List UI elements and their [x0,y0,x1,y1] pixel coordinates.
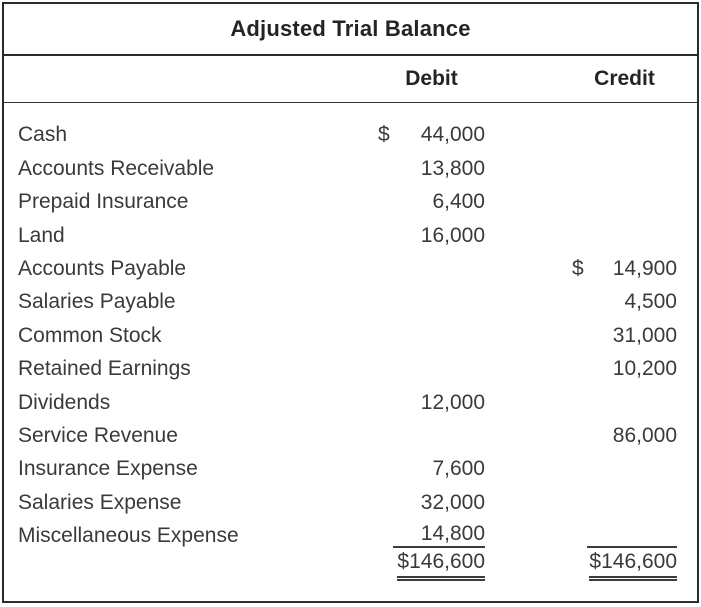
debit-amount: 32,000 [420,490,485,514]
credit-cell [572,519,677,552]
debit-cell [378,419,485,452]
credit-cell [572,485,677,518]
debit-cell [378,318,485,351]
credit-cell: 10,200 [572,352,677,385]
credit-amount: 31,000 [612,323,677,347]
debit-column-header: Debit [405,67,458,90]
table-row: Common Stock 31,000 [4,318,697,351]
debit-cell: 16,000 [378,218,485,251]
account-name: Common Stock [18,323,162,347]
table-row: Accounts Payable $14,900 [4,252,697,285]
debit-amount: 16,000 [420,223,485,247]
table-row: Dividends 12,000 [4,385,697,418]
account-name: Miscellaneous Expense [18,524,239,548]
table-body: Cash $44,000 Accounts Receivable 13,800 … [4,103,697,601]
credit-amount: 4,500 [624,290,677,314]
credit-cell [572,218,677,251]
credit-total-cell: $146,600 [572,550,677,585]
table-row-last-expense: Miscellaneous Expense 14,800 [4,519,697,552]
credit-cell: 86,000 [572,419,677,452]
debit-cell [378,252,485,285]
account-name: Accounts Receivable [18,156,215,180]
debit-cell [378,285,485,318]
credit-cell [572,151,677,184]
table-row: Prepaid Insurance 6,400 [4,185,697,218]
page-title: Adjusted Trial Balance [230,16,471,41]
credit-cell [572,452,677,485]
debit-cell: 13,800 [378,151,485,184]
dollar-sign: $ [378,123,390,147]
debit-cell: $44,000 [378,118,485,151]
account-name: Land [18,223,65,247]
account-name: Dividends [18,390,111,414]
debit-cell: 12,000 [378,385,485,418]
debit-amount: 44,000 [420,123,485,147]
account-name: Accounts Payable [18,256,187,280]
account-name: Prepaid Insurance [18,190,189,214]
credit-total-top-rule [587,522,677,549]
table-row: Cash $44,000 [4,118,697,151]
debit-cell: 6,400 [378,185,485,218]
credit-column-header: Credit [594,67,655,90]
table-row: Insurance Expense 7,600 [4,452,697,485]
credit-total: $146,600 [589,550,677,582]
credit-amount: 14,900 [612,256,677,280]
account-column-header [18,77,378,81]
debit-amount: 7,600 [432,457,485,481]
credit-cell [572,185,677,218]
account-name: Salaries Payable [18,290,176,314]
table-row: Retained Earnings 10,200 [4,352,697,385]
account-name: Salaries Expense [18,490,182,514]
table-row: Land 16,000 [4,218,697,251]
credit-amount: 86,000 [612,423,677,447]
credit-cell [572,118,677,151]
debit-amount: 13,800 [420,156,485,180]
table-row: Salaries Expense 32,000 [4,485,697,518]
totals-row: $146,600 $146,600 [4,550,697,585]
debit-total-cell: $146,600 [378,550,485,585]
credit-amount: 10,200 [612,357,677,381]
dollar-sign: $ [572,256,584,280]
table-row: Service Revenue 86,000 [4,419,697,452]
credit-cell [572,385,677,418]
debit-total: $146,600 [397,550,485,582]
debit-amount-underlined: 14,800 [393,522,485,549]
debit-amount: 6,400 [432,190,485,214]
credit-cell: 31,000 [572,318,677,351]
credit-cell: $14,900 [572,252,677,285]
account-name: Retained Earnings [18,357,191,381]
debit-cell: 7,600 [378,452,485,485]
table-title-row: Adjusted Trial Balance [4,4,697,56]
debit-cell: 32,000 [378,485,485,518]
totals-spacer [18,552,378,585]
table-row: Salaries Payable 4,500 [4,285,697,318]
debit-cell: 14,800 [378,519,485,552]
account-name: Service Revenue [18,423,178,447]
debit-cell [378,352,485,385]
column-header-row: Debit Credit [4,56,697,103]
table-row: Accounts Receivable 13,800 [4,151,697,184]
credit-cell: 4,500 [572,285,677,318]
debit-amount: 12,000 [420,390,485,414]
account-name: Insurance Expense [18,457,198,481]
account-name: Cash [18,123,68,147]
